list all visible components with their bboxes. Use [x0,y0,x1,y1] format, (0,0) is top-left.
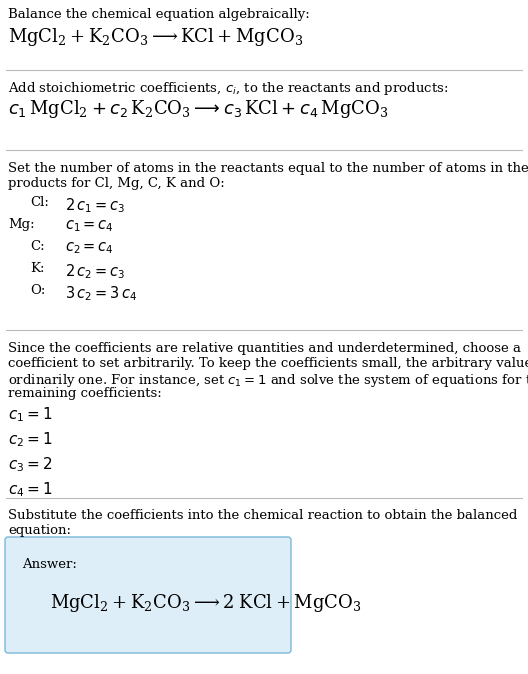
Text: $c_2 = c_4$: $c_2 = c_4$ [65,240,114,255]
Text: $\mathdefault{MgCl_2 + K_2CO_3 \longrightarrow 2\;KCl + MgCO_3}$: $\mathdefault{MgCl_2 + K_2CO_3 \longrigh… [50,592,362,614]
Text: $3\,c_2 = 3\,c_4$: $3\,c_2 = 3\,c_4$ [65,284,137,303]
Text: $c_1 = c_4$: $c_1 = c_4$ [65,218,114,234]
Text: $c_4 = 1$: $c_4 = 1$ [8,480,53,499]
Text: Answer:: Answer: [22,558,77,571]
Text: Cl:: Cl: [30,196,49,209]
Text: Set the number of atoms in the reactants equal to the number of atoms in the: Set the number of atoms in the reactants… [8,162,528,175]
Text: Mg:: Mg: [8,218,35,231]
Text: equation:: equation: [8,524,71,537]
Text: $c_3 = 2$: $c_3 = 2$ [8,455,52,474]
Text: ordinarily one. For instance, set $c_1 = 1$ and solve the system of equations fo: ordinarily one. For instance, set $c_1 =… [8,372,528,389]
Text: products for Cl, Mg, C, K and O:: products for Cl, Mg, C, K and O: [8,177,225,190]
Text: coefficient to set arbitrarily. To keep the coefficients small, the arbitrary va: coefficient to set arbitrarily. To keep … [8,357,528,370]
Text: K:: K: [30,262,44,275]
Text: $\mathdefault{MgCl_2 + K_2CO_3 \longrightarrow KCl + MgCO_3}$: $\mathdefault{MgCl_2 + K_2CO_3 \longrigh… [8,26,303,48]
Text: remaining coefficients:: remaining coefficients: [8,387,162,400]
Text: Add stoichiometric coefficients, $c_i$, to the reactants and products:: Add stoichiometric coefficients, $c_i$, … [8,80,448,97]
Text: $2\,c_2 = c_3$: $2\,c_2 = c_3$ [65,262,125,280]
Text: $c_1 = 1$: $c_1 = 1$ [8,405,53,424]
Text: $2\,c_1 = c_3$: $2\,c_1 = c_3$ [65,196,125,215]
FancyBboxPatch shape [5,537,291,653]
Text: Since the coefficients are relative quantities and underdetermined, choose a: Since the coefficients are relative quan… [8,342,521,355]
Text: O:: O: [30,284,45,297]
Text: $c_2 = 1$: $c_2 = 1$ [8,430,53,449]
Text: Substitute the coefficients into the chemical reaction to obtain the balanced: Substitute the coefficients into the che… [8,509,517,522]
Text: C:: C: [30,240,45,253]
Text: $c_1\, \mathdefault{MgCl_2} + c_2\, \mathdefault{K_2CO_3} \longrightarrow c_3\, : $c_1\, \mathdefault{MgCl_2} + c_2\, \mat… [8,98,389,120]
Text: Balance the chemical equation algebraically:: Balance the chemical equation algebraica… [8,8,310,21]
